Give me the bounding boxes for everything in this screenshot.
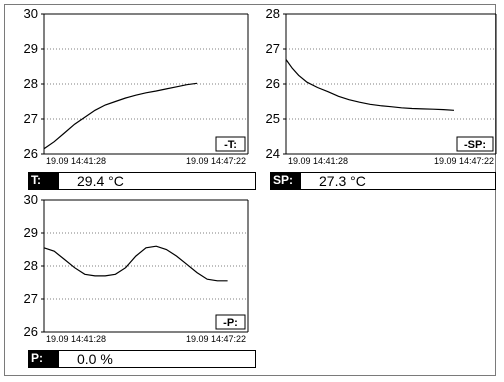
series-tag-label: -T: [224,139,237,151]
y-tick-label: 26 [266,76,280,91]
readout-p: P: 0.0 % [28,350,256,368]
x-start-label: 19.09 14:41:28 [46,156,106,166]
series-tag-label: -SP: [464,139,486,151]
y-tick-label: 29 [24,41,38,56]
readout-sp: SP: 27.3 °C [270,172,496,190]
readout-label: T: [29,173,59,189]
x-end-label: 19.09 14:47:22 [186,156,246,166]
y-tick-label: 29 [24,225,38,240]
x-start-label: 19.09 14:41:28 [46,334,106,344]
y-tick-label: 28 [266,6,280,21]
series-tag-box [456,136,494,152]
readout-label: P: [29,351,59,367]
series-tag-label: -P: [223,317,238,329]
series-line [285,59,455,111]
series-tag-box [215,314,246,330]
y-tick-label: 26 [24,146,38,161]
window-frame [4,4,496,376]
y-tick-label: 27 [266,41,280,56]
series-line [43,82,198,150]
y-tick-label: 24 [266,146,280,161]
y-tick-label: 27 [24,111,38,126]
x-end-label: 19.09 14:47:22 [434,156,494,166]
readout-value: 0.0 % [77,351,113,367]
x-end-label: 19.09 14:47:22 [186,334,246,344]
y-tick-label: 27 [24,291,38,306]
chart-panel-p: 26 27 28 29 30 19.09 14:41:28 19.09 14:47:22 -P… [20,192,256,380]
x-start-label: 19.09 14:41:28 [288,156,348,166]
readout-value: 29.4 °C [77,173,124,189]
readout-label: SP: [271,173,301,189]
y-tick-label: 30 [24,192,38,207]
y-tick-label: 25 [266,111,280,126]
y-tick-label: 30 [24,6,38,21]
chart-p: 26 27 28 29 30 19.09 14:41:28 19.09 14:47:22 -P… [24,192,249,344]
chart-sp: 24 25 26 27 28 19.09 14:41:28 19.09 14:47:22 -S… [266,6,497,166]
chart-panel-sp: 24 25 26 27 28 19.09 14:41:28 19.09 14:47:22 -S… [262,6,498,194]
readout-value: 27.3 °C [319,173,366,189]
series-line [43,245,228,282]
chart-panel-t: 26 27 28 29 30 19.09 14:41:28 19.09 14:47:22 -T… [20,6,256,194]
series-tag-box [215,136,246,152]
y-tick-label: 26 [24,324,38,339]
y-tick-label: 28 [24,258,38,273]
readout-t: T: 29.4 °C [28,172,256,190]
chart-t: 26 27 28 29 30 19.09 14:41:28 19.09 14:47:22 -T… [24,6,249,166]
y-tick-label: 28 [24,76,38,91]
